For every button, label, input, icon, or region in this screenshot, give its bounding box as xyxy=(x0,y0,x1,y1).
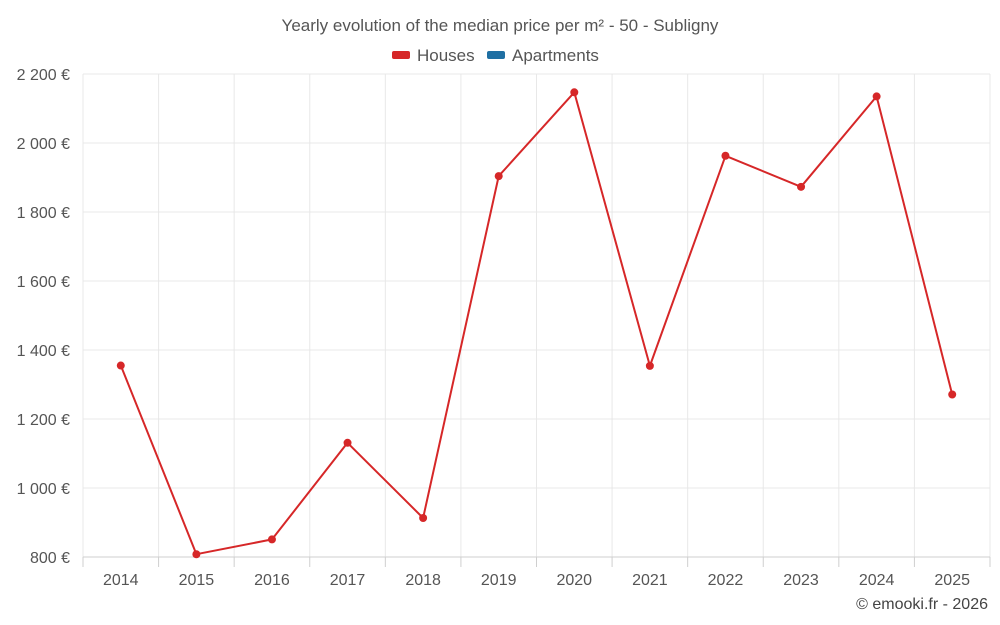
legend-item-houses[interactable]: Houses xyxy=(392,46,475,65)
x-axis-labels: 2014 2015 2016 2017 2018 2019 2020 2021 2022 2023… xyxy=(103,572,970,589)
chart-title: Yearly evolution of the median price per… xyxy=(282,16,719,35)
x-tick-label: 2014 xyxy=(103,572,139,589)
axes xyxy=(82,556,991,567)
data-point-houses-2024[interactable] xyxy=(872,92,881,101)
data-point-houses-2018[interactable] xyxy=(419,514,428,523)
x-tick-label: 2020 xyxy=(556,572,592,589)
data-point-houses-2020[interactable] xyxy=(570,88,579,97)
legend-swatch-houses xyxy=(392,51,410,59)
y-tick-label: 1 400 € xyxy=(17,343,70,360)
data-point-houses-2014[interactable] xyxy=(116,361,125,370)
legend: Houses Apartments xyxy=(392,46,599,65)
y-tick-label: 800 € xyxy=(30,550,70,567)
legend-item-apartments[interactable]: Apartments xyxy=(487,46,599,65)
x-tick-label: 2021 xyxy=(632,572,668,589)
x-tick-label: 2023 xyxy=(783,572,819,589)
y-tick-label: 2 200 € xyxy=(17,67,70,84)
data-point-houses-2023[interactable] xyxy=(797,182,806,191)
y-tick-label: 1 200 € xyxy=(17,412,70,429)
x-tick-label: 2017 xyxy=(330,572,366,589)
series-layer xyxy=(116,88,957,559)
x-tick-label: 2019 xyxy=(481,572,517,589)
legend-label-houses: Houses xyxy=(417,46,475,65)
series-line-houses xyxy=(119,91,954,556)
x-tick-label: 2016 xyxy=(254,572,290,589)
y-tick-label: 1 000 € xyxy=(17,481,70,498)
y-axis-labels: 800 € 1 000 € 1 200 € 1 400 € 1 600 € 1 800 €… xyxy=(17,67,70,567)
x-tick-label: 2018 xyxy=(405,572,441,589)
data-point-houses-2019[interactable] xyxy=(494,172,503,181)
x-tick-label: 2015 xyxy=(179,572,215,589)
legend-swatch-apartments xyxy=(487,51,505,59)
credit-text: © emooki.fr - 2026 xyxy=(856,596,988,613)
data-point-houses-2017[interactable] xyxy=(343,438,352,447)
data-point-houses-2025[interactable] xyxy=(948,390,957,399)
data-point-houses-2015[interactable] xyxy=(192,550,201,559)
x-grid xyxy=(82,74,991,557)
y-tick-label: 1 600 € xyxy=(17,274,70,291)
data-point-houses-2022[interactable] xyxy=(721,151,730,160)
x-tick-label: 2024 xyxy=(859,572,895,589)
legend-label-apartments: Apartments xyxy=(512,46,599,65)
y-tick-label: 2 000 € xyxy=(17,136,70,153)
x-tick-label: 2025 xyxy=(934,572,970,589)
y-tick-label: 1 800 € xyxy=(17,205,70,222)
data-point-houses-2021[interactable] xyxy=(645,361,654,370)
x-tick-label: 2022 xyxy=(708,572,744,589)
data-point-houses-2016[interactable] xyxy=(267,535,276,544)
